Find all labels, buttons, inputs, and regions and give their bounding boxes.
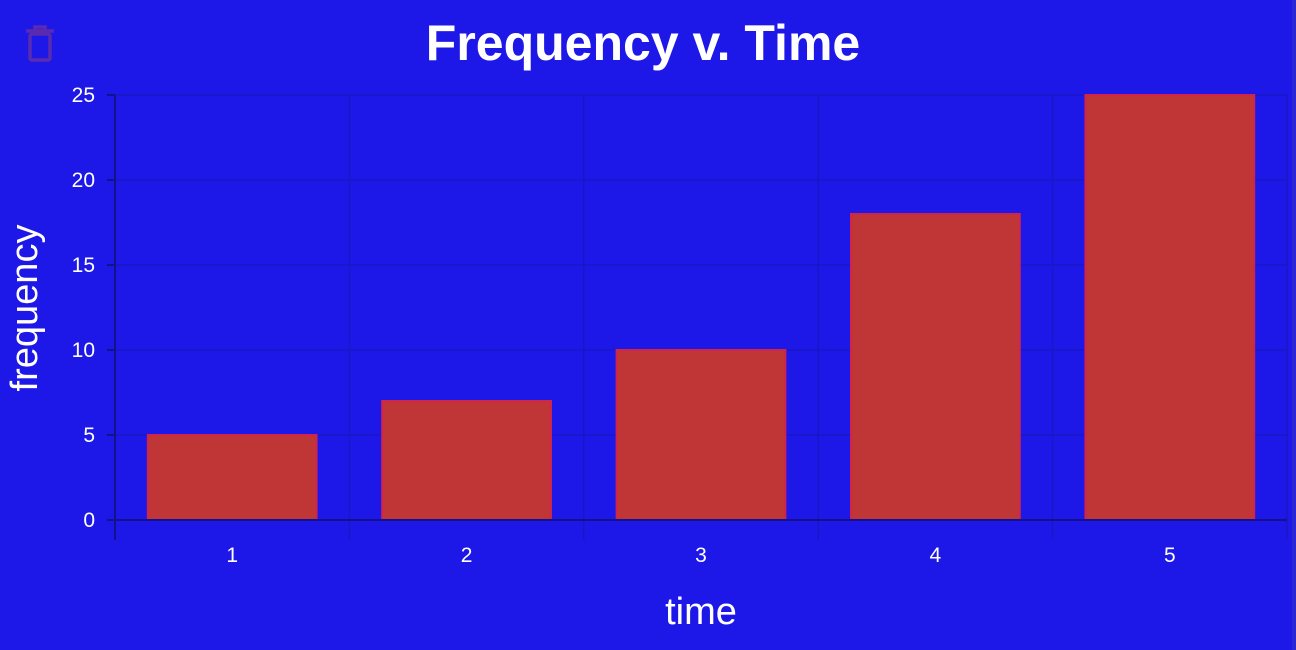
x-tick-label: 1 [226, 544, 238, 567]
y-tick-label: 0 [83, 509, 95, 532]
chart-title: Frequency v. Time [426, 15, 860, 71]
bars [146, 94, 1256, 521]
tick-labels: 0 5 10 15 20 25 1 2 3 4 5 [72, 84, 1176, 567]
y-tick-label: 15 [72, 254, 95, 277]
bar-4 [850, 213, 1021, 521]
y-tick-label: 25 [72, 84, 95, 107]
x-axis-title: time [665, 591, 737, 633]
y-tick-label: 10 [72, 339, 95, 362]
x-tick-label: 2 [461, 544, 473, 567]
x-tick-label: 3 [695, 544, 707, 567]
scrollbar-edge [1292, 0, 1296, 650]
trash-icon [26, 25, 54, 62]
axes [107, 94, 1287, 540]
bar-2 [381, 400, 552, 521]
bar-1 [146, 434, 318, 521]
y-tick-label: 20 [72, 169, 95, 192]
delete-chart-button[interactable] [24, 24, 56, 64]
x-tick-label: 4 [930, 544, 942, 567]
bar-3 [615, 349, 787, 521]
y-tick-label: 5 [83, 424, 95, 447]
y-axis-title: frequency [4, 225, 46, 392]
x-tick-label: 5 [1164, 544, 1176, 567]
bar-5 [1084, 94, 1256, 521]
